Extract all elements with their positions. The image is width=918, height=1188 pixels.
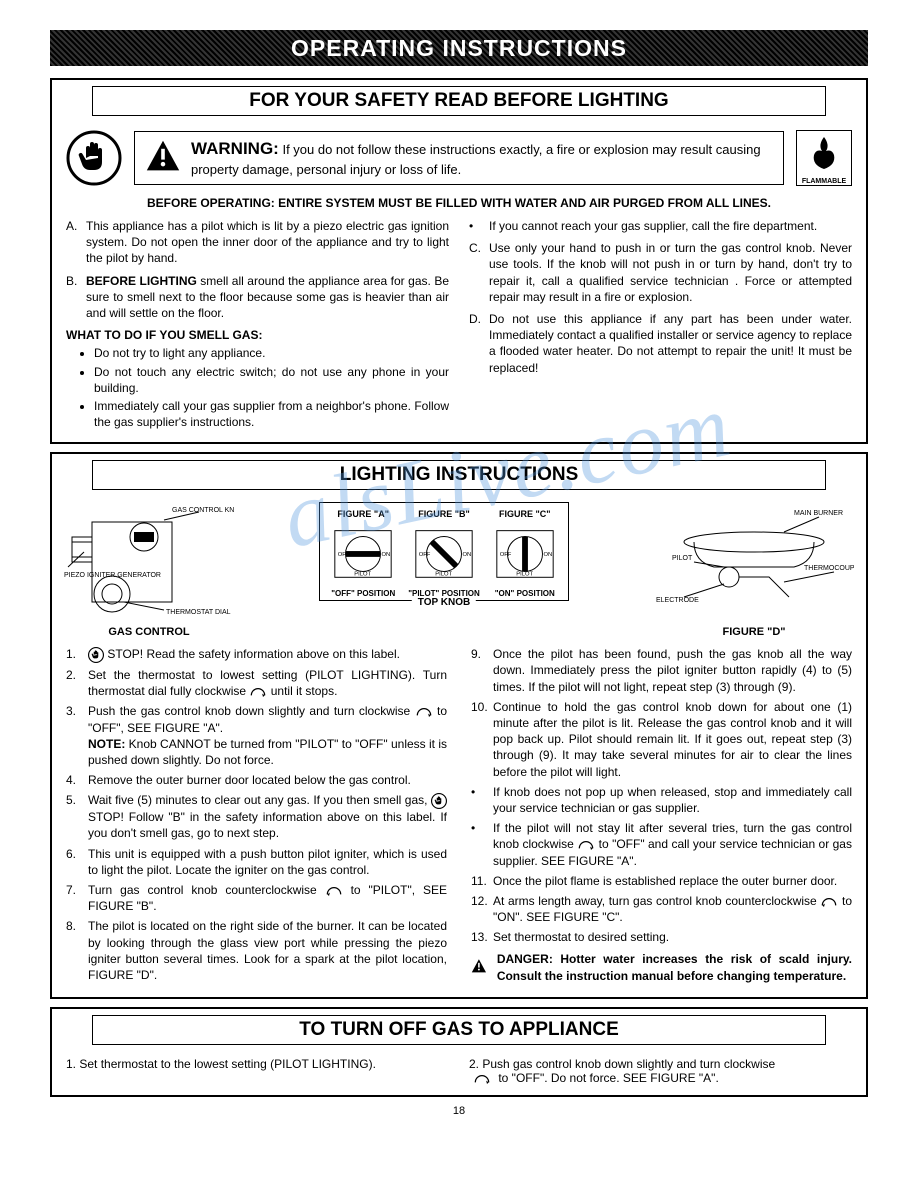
turnoff-step2: 2. Push gas control knob down slightly a… [469,1057,852,1085]
svg-text:THERMOCOUPLE: THERMOCOUPLE [804,565,854,572]
smell-heading: WHAT TO DO IF YOU SMELL GAS: [66,327,449,343]
warning-text-block: WARNING: If you do not follow these inst… [191,138,773,178]
step-item: 3.Push the gas control knob down slightl… [66,703,447,768]
safety-header: FOR YOUR SAFETY READ BEFORE LIGHTING [92,86,826,116]
step-item: 5.Wait five (5) minutes to clear out any… [66,792,447,841]
step-item: 1. STOP! Read the safety information abo… [66,646,447,663]
counterclockwise-arrow-icon [820,897,838,907]
clockwise-arrow-icon [577,840,595,850]
danger-row: DANGER: Hotter water increases the risk … [471,951,852,983]
item-c: C. Use only your hand to push in or turn… [469,240,852,305]
svg-text:MAIN BURNER: MAIN BURNER [794,510,843,517]
item-a: A. This appliance has a pilot which is l… [66,218,449,267]
item-b: B. BEFORE LIGHTING smell all around the … [66,273,449,322]
hand-stop-icon [431,793,447,809]
figure-d-diagram: MAIN BURNER PILOT ELECTRODE THERMOCOUPLE… [654,502,854,638]
svg-text:PIEZO IGNITER GENERATOR: PIEZO IGNITER GENERATOR [64,572,161,579]
turnoff-step1: 1. Set thermostat to the lowest setting … [66,1057,449,1085]
page: OPERATING INSTRUCTIONS FOR YOUR SAFETY R… [0,0,918,1137]
clockwise-arrow-icon [473,1074,491,1084]
svg-text:ON: ON [462,552,471,558]
figure-b: FIGURE "B" OFF ON PILOT "PILOT" POSITION [408,509,480,598]
figure-d-caption: FIGURE "D" [654,626,854,638]
smell-bullet: Immediately call your gas supplier from … [94,398,449,430]
item-d: D. Do not use this appliance if any part… [469,311,852,376]
svg-text:OFF: OFF [419,552,431,558]
step-item: 8.The pilot is located on the right side… [66,918,447,983]
lighting-diagrams: GAS CONTROL KNOB PIEZO IGNITER GENERATOR… [52,498,866,642]
item-bullet: • If you cannot reach your gas supplier,… [469,218,852,234]
svg-text:OFF: OFF [500,552,512,558]
danger-text: DANGER: Hotter water increases the risk … [497,951,852,983]
page-number: 18 [50,1105,868,1117]
svg-text:PILOT: PILOT [516,572,533,578]
safety-col-right: • If you cannot reach your gas supplier,… [469,218,852,432]
safety-box: FOR YOUR SAFETY READ BEFORE LIGHTING WAR… [50,78,868,444]
svg-text:PILOT: PILOT [435,572,452,578]
svg-text:OFF: OFF [338,552,350,558]
svg-text:PILOT: PILOT [354,572,371,578]
turnoff-body: 1. Set thermostat to the lowest setting … [52,1053,866,1095]
safety-body: WARNING: If you do not follow these inst… [52,124,866,442]
svg-text:ON: ON [543,552,552,558]
hand-stop-icon [88,647,104,663]
step-item: 4.Remove the outer burner door located b… [66,772,447,788]
svg-text:ON: ON [382,552,391,558]
step-item: 13.Set thermostat to desired setting. [471,929,852,945]
svg-text:GAS CONTROL KNOB: GAS CONTROL KNOB [172,507,234,514]
smell-bullet: Do not try to light any appliance. [94,345,449,361]
step-item: •If knob does not pop up when released, … [471,784,852,816]
step-item: 9.Once the pilot has been found, push th… [471,646,852,695]
turnoff-box: TO TURN OFF GAS TO APPLIANCE 1. Set ther… [50,1007,868,1097]
steps-col-left: 1. STOP! Read the safety information abo… [66,646,447,987]
top-knob-label: TOP KNOB [412,597,476,608]
counterclockwise-arrow-icon [325,886,343,896]
smell-bullets: Do not try to light any appliance. Do no… [66,345,449,430]
lighting-box: LIGHTING INSTRUCTIONS GAS CONTROL KNOB [50,452,868,999]
clockwise-arrow-icon [415,707,433,717]
gas-control-caption: GAS CONTROL [64,626,234,638]
warning-triangle-icon [145,138,181,174]
before-operating: BEFORE OPERATING: ENTIRE SYSTEM MUST BE … [66,196,852,210]
warning-triangle-icon [471,951,487,981]
turnoff-header: TO TURN OFF GAS TO APPLIANCE [92,1015,826,1045]
warning-label: WARNING: [191,139,279,158]
lighting-steps: 1. STOP! Read the safety information abo… [52,642,866,997]
hand-stop-icon [66,130,122,186]
main-title: OPERATING INSTRUCTIONS [291,35,627,62]
svg-text:THERMOSTAT DIAL: THERMOSTAT DIAL [166,609,231,616]
smell-bullet: Do not touch any electric switch; do not… [94,364,449,396]
step-item: 6.This unit is equipped with a push butt… [66,846,447,878]
warning-row: WARNING: If you do not follow these inst… [66,130,852,186]
safety-col-left: A. This appliance has a pilot which is l… [66,218,449,432]
step-item: 10.Continue to hold the gas control knob… [471,699,852,780]
step-item: 2.Set the thermostat to lowest setting (… [66,667,447,699]
main-title-bar: OPERATING INSTRUCTIONS [50,30,868,66]
svg-text:ELECTRODE: ELECTRODE [656,597,699,604]
flammable-label: FLAMMABLE [799,178,849,185]
flammable-icon: FLAMMABLE [796,130,852,186]
figure-a: FIGURE "A" OFF ON PILOT "OFF" POSITION [328,509,398,598]
svg-text:PILOT: PILOT [672,555,693,562]
safety-columns: A. This appliance has a pilot which is l… [66,218,852,432]
knob-group: FIGURE "A" OFF ON PILOT "OFF" POSITION F… [319,502,569,601]
step-item: 12.At arms length away, turn gas control… [471,893,852,925]
figure-c: FIGURE "C" OFF ON PILOT "ON" POSITION [490,509,560,598]
clockwise-arrow-icon [249,687,267,697]
steps-col-right: 9.Once the pilot has been found, push th… [471,646,852,987]
warning-box: WARNING: If you do not follow these inst… [134,131,784,185]
lighting-header: LIGHTING INSTRUCTIONS [92,460,826,490]
step-item: 7.Turn gas control knob counterclockwise… [66,882,447,914]
step-item: 11.Once the pilot flame is established r… [471,873,852,889]
step-item: •If the pilot will not stay lit after se… [471,820,852,869]
gas-control-diagram: GAS CONTROL KNOB PIEZO IGNITER GENERATOR… [64,502,234,638]
